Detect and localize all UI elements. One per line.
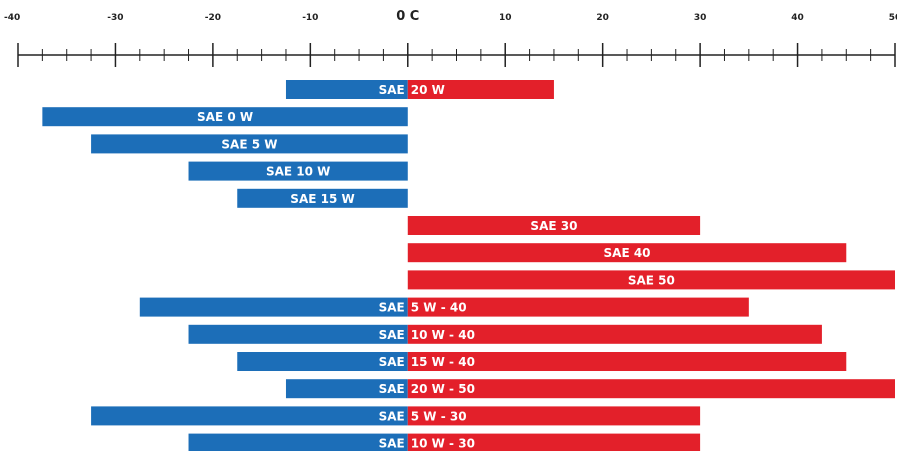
tick-label: 40 xyxy=(791,13,804,23)
bar-hot-segment xyxy=(407,216,701,235)
bar-row: SAE 10 W xyxy=(188,161,408,181)
bar-label: 20 W xyxy=(411,83,445,97)
bar-cold-segment xyxy=(91,134,408,154)
bar-cold-segment xyxy=(42,107,408,127)
bar-cold-segment xyxy=(91,406,408,426)
bar-row: SAE 20 W - 50 xyxy=(285,379,895,399)
tick-label: -10 xyxy=(302,13,318,23)
bar-cold-segment xyxy=(237,188,408,208)
bar-label: 15 W - 40 xyxy=(411,355,475,369)
bar-row: SAE 10 W - 40 xyxy=(188,324,822,344)
bar-label: SAE 0 W xyxy=(197,110,253,124)
tick-label: 0 C xyxy=(396,9,419,24)
tick-label: 30 xyxy=(694,13,707,23)
bar-row: SAE 15 W xyxy=(237,188,408,208)
bar-label: SAE 40 xyxy=(604,246,651,260)
bar-hot-segment xyxy=(407,270,895,290)
bar-label-prefix: SAE xyxy=(379,409,405,423)
bar-row: SAE 5 W - 30 xyxy=(91,406,701,426)
bar-hot-segment xyxy=(407,243,847,263)
bar-cold-segment xyxy=(139,297,408,317)
bar-label: SAE 50 xyxy=(628,273,675,287)
tick-label: 20 xyxy=(596,13,609,23)
bar-label: 5 W - 30 xyxy=(411,409,467,423)
bar-row: SAE 30 xyxy=(407,216,701,235)
bar-cold-segment xyxy=(188,324,408,344)
bar-hot-segment xyxy=(407,379,895,399)
tick-label: 50 xyxy=(889,13,897,23)
bar-row: SAE 50 xyxy=(407,270,895,290)
bar-hot-segment xyxy=(407,406,701,426)
tick-label: 10 xyxy=(499,13,512,23)
temperature-axis: -40 -30 -20 -10 0 C 10 20 30 40 50 xyxy=(4,9,897,67)
bar-label-prefix: SAE xyxy=(379,437,405,451)
bar-cold-segment xyxy=(237,352,408,371)
bar-label: SAE 15 W xyxy=(290,192,354,206)
tick-label: -40 xyxy=(4,13,20,23)
bar-cold-segment xyxy=(188,161,408,181)
tick-label: -30 xyxy=(107,13,123,23)
bar-cold-segment xyxy=(285,379,408,399)
bar-label-prefix: SAE xyxy=(379,301,405,315)
bar-label: 10 W - 40 xyxy=(411,328,475,342)
tick-label: -20 xyxy=(205,13,221,23)
bar-cold-segment xyxy=(188,433,408,451)
bar-row: SAE 40 xyxy=(407,243,847,263)
bar-label: SAE 10 W xyxy=(266,165,330,179)
bar-hot-segment xyxy=(407,297,749,317)
bar-hot-segment xyxy=(407,80,554,99)
bar-hot-segment xyxy=(407,352,847,371)
bar-hot-segment xyxy=(407,324,822,344)
bar-label: SAE 5 W xyxy=(221,137,277,151)
bar-label-prefix: SAE xyxy=(379,355,405,369)
bar-label: 5 W - 40 xyxy=(411,301,467,315)
bar-label: 10 W - 30 xyxy=(411,437,475,451)
bar-label: 20 W - 50 xyxy=(411,382,475,396)
bar-row: SAE 20 W xyxy=(285,80,554,99)
bar-row: SAE 10 W - 30 xyxy=(188,433,701,451)
bar-hot-segment xyxy=(407,433,701,451)
bar-row: SAE 0 W xyxy=(42,107,408,127)
bar-label-prefix: SAE xyxy=(379,83,405,97)
bar-label-prefix: SAE xyxy=(379,328,405,342)
bar-row: SAE 15 W - 40 xyxy=(237,352,847,371)
bar-row: SAE 5 W - 40 xyxy=(139,297,749,317)
bar-label-prefix: SAE xyxy=(379,382,405,396)
bar-label: SAE 30 xyxy=(530,219,577,233)
bars-group: SAE 20 W SAE 0 W SAE 5 W SAE 10 W SAE 15 W SAE… xyxy=(42,80,895,451)
bar-row: SAE 5 W xyxy=(91,134,408,154)
bar-cold-segment xyxy=(285,80,408,99)
